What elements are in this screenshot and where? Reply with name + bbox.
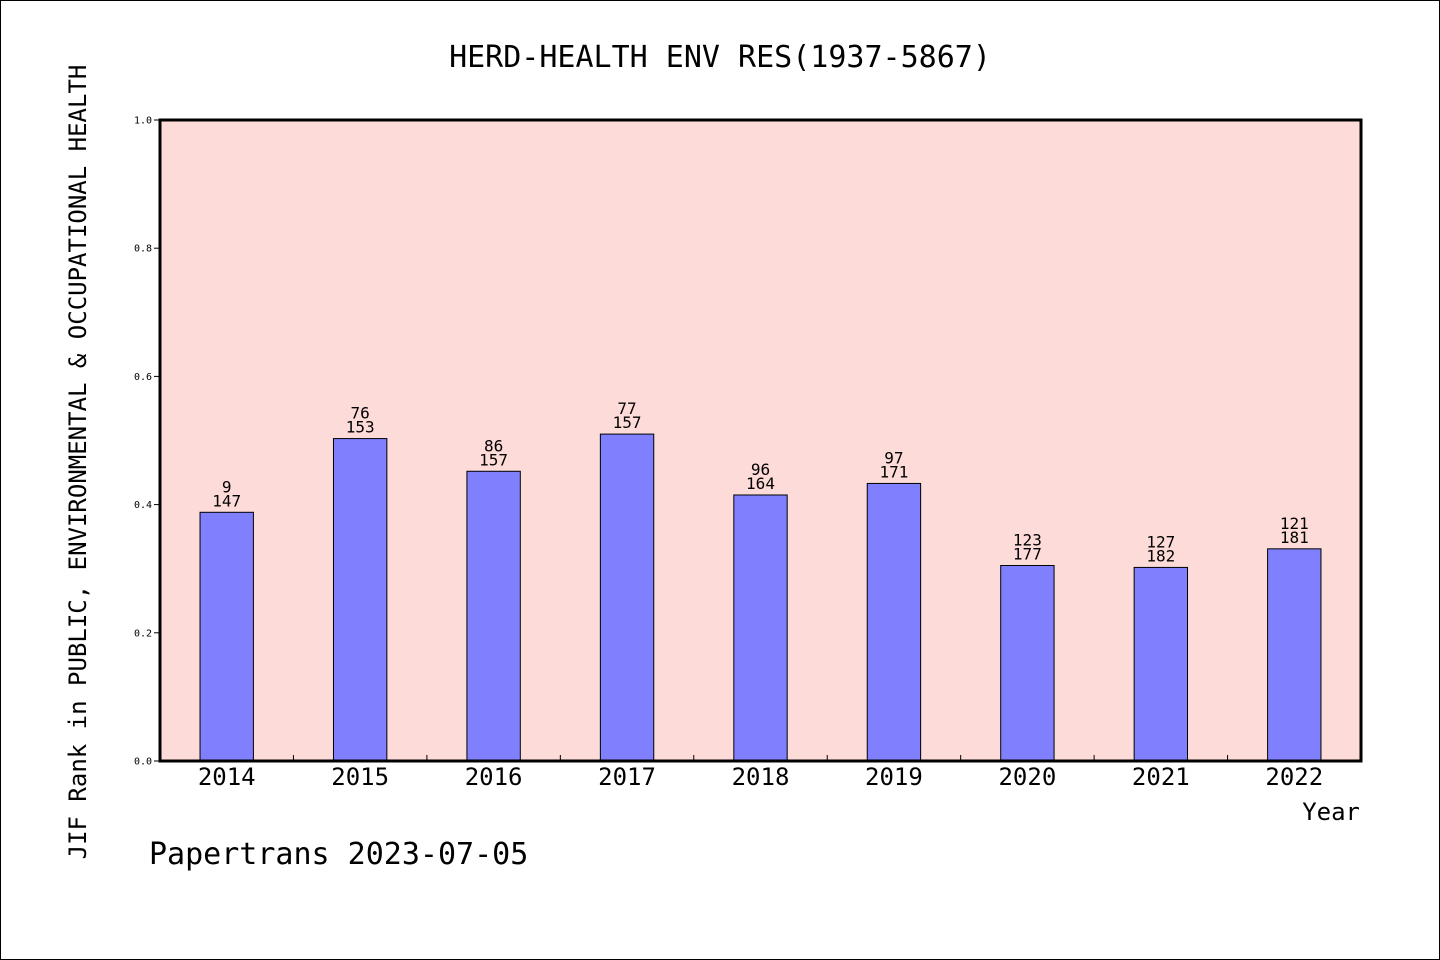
bar-rank-label: 127 [1146, 532, 1175, 551]
chart-title: HERD-HEALTH ENV RES(1937-5867) [449, 40, 991, 75]
footer-text: Papertrans 2023-07-05 [149, 837, 528, 872]
bars-group [199, 433, 1322, 762]
bar [1133, 566, 1189, 762]
x-axis-ticks: 2014 2015 2016 2017 2018 2019 2020 2021 2022 [198, 755, 1323, 791]
x-tick-label: 2019 [865, 763, 923, 791]
plot-border [158, 118, 1363, 763]
x-tick-label: 2017 [598, 763, 656, 791]
bar [466, 470, 521, 762]
x-tick-label: 2022 [1265, 763, 1323, 791]
bar-rank-label: 9 [222, 477, 232, 496]
bar-rank-label: 86 [484, 436, 503, 455]
bar [332, 438, 388, 762]
y-tick-label: 0.6 [134, 372, 152, 383]
bar-total-label: 171 [879, 462, 908, 481]
x-tick-label: 2016 [465, 763, 523, 791]
y-tick-label: 1.0 [134, 116, 152, 127]
bar-total-label: 164 [746, 474, 775, 493]
bar [1267, 548, 1322, 762]
bar-rank-label: 97 [884, 448, 903, 467]
bar-total-label: 157 [479, 450, 508, 469]
y-tick-label: 0.8 [134, 244, 152, 255]
bar-total-label: 182 [1146, 546, 1175, 565]
bar-total-label: 147 [212, 491, 241, 510]
y-axis-ticks: 0.0 0.2 0.4 0.6 0.8 1.0 [134, 116, 160, 768]
bar [199, 511, 254, 762]
bar-rank-label: 77 [617, 399, 636, 418]
bar-rank-label: 121 [1280, 514, 1309, 533]
bar-total-label: 153 [346, 418, 375, 437]
x-tick-label: 2020 [998, 763, 1056, 791]
x-tick-label: 2015 [331, 763, 389, 791]
bar-total-label: 157 [613, 413, 642, 432]
bar-total-label: 177 [1013, 544, 1042, 563]
bar [733, 494, 788, 762]
bar-total-label: 181 [1280, 528, 1309, 547]
bar-labels-group: 9147761538615777157961649717112317712718… [212, 399, 1308, 565]
bar [599, 433, 655, 762]
x-tick-label: 2018 [732, 763, 790, 791]
bar [866, 482, 922, 762]
x-tick-label: 2014 [198, 763, 256, 791]
bar-rank-label: 123 [1013, 530, 1042, 549]
x-tick-label: 2021 [1132, 763, 1190, 791]
x-axis-label: Year [1302, 798, 1360, 826]
y-tick-label: 0.2 [134, 628, 152, 639]
y-tick-label: 0.4 [134, 500, 152, 511]
y-tick-label: 0.0 [134, 757, 152, 768]
y-axis-label: JIF Rank in PUBLIC, ENVIRONMENTAL & OCCU… [64, 65, 92, 860]
bar [1000, 564, 1055, 762]
bar-rank-label: 76 [351, 404, 370, 423]
bar-rank-label: 96 [751, 460, 770, 479]
